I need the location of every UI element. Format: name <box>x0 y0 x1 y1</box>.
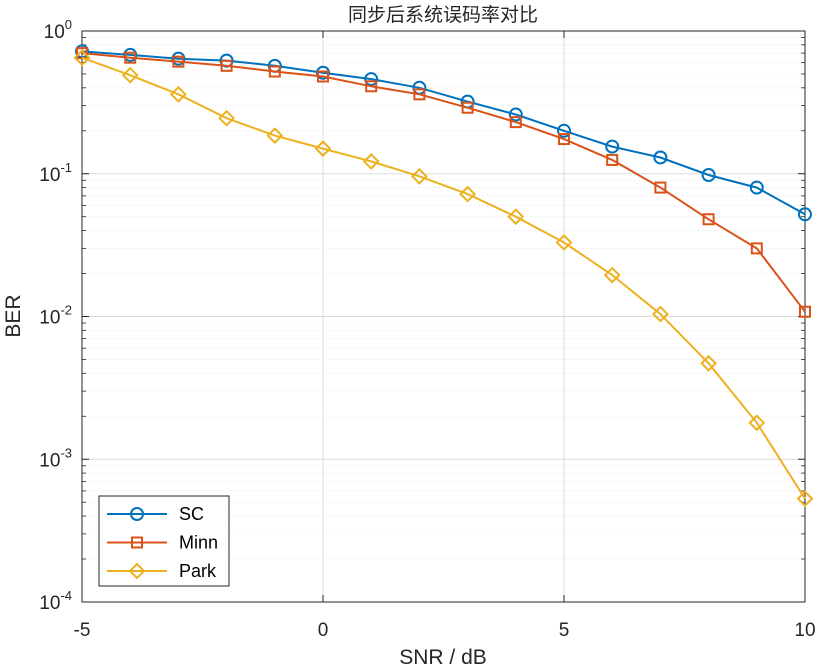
legend-label: SC <box>179 504 204 524</box>
y-tick-base: 10 <box>39 165 60 186</box>
data-point-park <box>73 49 91 67</box>
data-point-park <box>410 167 428 185</box>
y-tick-base: 10 <box>44 22 65 43</box>
data-point-minn <box>461 101 474 114</box>
y-axis-label: BER <box>2 294 25 337</box>
y-tick-base: 10 <box>39 593 60 614</box>
data-point-minn <box>509 116 522 129</box>
data-point-park <box>748 414 766 432</box>
x-tick-label: 0 <box>318 620 329 641</box>
series-line-sc <box>81 50 806 216</box>
y-tick-label: 10-1 <box>39 160 72 186</box>
data-point-minn <box>413 88 426 101</box>
data-point-minn <box>702 213 715 226</box>
data-point-minn <box>124 51 137 64</box>
legend-marker <box>128 562 146 580</box>
series-minn <box>76 47 811 318</box>
legend: SC Minn Park <box>98 495 230 587</box>
data-point-park <box>796 490 814 508</box>
data-point-minn <box>365 80 378 93</box>
data-point-park <box>314 140 332 158</box>
data-point-park <box>651 305 669 323</box>
y-tick-exponent: -2 <box>60 303 72 318</box>
legend-marker <box>131 536 143 549</box>
legend-entry-park: Park <box>107 561 217 581</box>
data-point-minn <box>799 305 811 318</box>
data-point-minn <box>750 242 763 255</box>
data-point-sc <box>605 139 620 154</box>
y-tick-base: 10 <box>39 308 60 329</box>
data-point-park <box>459 185 477 203</box>
y-tick-label: 10-2 <box>39 303 72 329</box>
series-line-minn <box>81 52 806 313</box>
data-point-sc <box>364 72 379 87</box>
data-point-park <box>266 127 284 145</box>
data-point-sc <box>798 207 812 222</box>
data-point-park <box>603 266 621 284</box>
data-point-minn <box>606 153 619 166</box>
data-point-park <box>507 208 525 226</box>
data-point-park <box>121 66 139 84</box>
data-point-minn <box>172 55 185 68</box>
legend-entry-sc: SC <box>107 504 204 524</box>
y-tick-exponent: -4 <box>60 588 72 603</box>
y-tick-label: 100 <box>44 17 72 43</box>
chart-title: 同步后系统误码率对比 <box>348 4 538 26</box>
data-point-park <box>700 354 718 372</box>
x-tick-label: 10 <box>794 620 815 641</box>
x-tick-label: -5 <box>74 620 91 641</box>
data-point-sc <box>749 180 764 195</box>
legend-entry-minn: Minn <box>107 533 218 553</box>
data-point-park <box>362 153 380 170</box>
y-tick-exponent: 0 <box>65 17 72 32</box>
data-point-sc <box>701 168 716 183</box>
data-point-sc <box>557 123 571 138</box>
y-tick-label: 10-3 <box>39 445 72 471</box>
x-axis-label: SNR / dB <box>399 646 487 669</box>
y-tick-base: 10 <box>39 450 60 471</box>
series-line-park <box>81 56 806 500</box>
legend-label: Park <box>179 561 217 581</box>
series-park <box>73 49 814 508</box>
y-tick-label: 10-4 <box>39 588 72 614</box>
data-point-park <box>169 85 187 103</box>
data-point-sc <box>508 107 523 122</box>
data-point-sc <box>653 150 668 165</box>
data-point-minn <box>654 181 667 194</box>
data-point-park <box>555 234 573 251</box>
legend-label: Minn <box>179 533 218 553</box>
legend-marker <box>130 507 144 521</box>
data-point-minn <box>268 65 281 78</box>
y-tick-exponent: -1 <box>60 160 72 175</box>
data-point-minn <box>317 70 329 83</box>
y-tick-exponent: -3 <box>60 445 72 460</box>
data-point-minn <box>558 133 570 146</box>
x-tick-label: 5 <box>559 620 570 641</box>
data-point-minn <box>220 59 233 72</box>
series-layer <box>73 44 814 508</box>
data-point-park <box>218 109 236 127</box>
